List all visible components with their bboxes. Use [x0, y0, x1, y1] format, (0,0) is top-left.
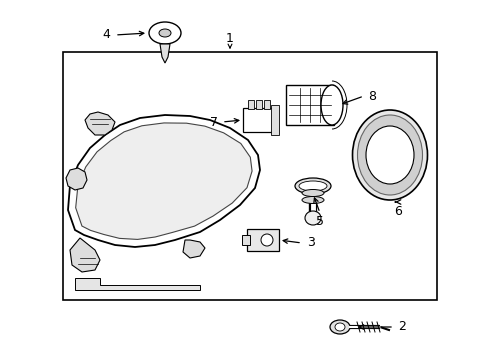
Text: 7: 7: [209, 116, 218, 129]
Polygon shape: [160, 44, 170, 63]
Ellipse shape: [302, 189, 324, 197]
Polygon shape: [85, 112, 115, 135]
Bar: [247, 100, 253, 109]
Text: 2: 2: [397, 320, 405, 333]
Bar: [246, 229, 279, 251]
Bar: [285, 85, 333, 125]
Polygon shape: [70, 238, 100, 272]
Ellipse shape: [352, 110, 427, 200]
Polygon shape: [75, 278, 200, 290]
Ellipse shape: [320, 85, 342, 125]
Ellipse shape: [149, 22, 181, 44]
Ellipse shape: [365, 126, 413, 184]
Text: 8: 8: [367, 90, 375, 103]
Polygon shape: [183, 240, 204, 258]
Text: 4: 4: [102, 28, 110, 41]
Bar: [270, 105, 279, 135]
Text: 1: 1: [225, 31, 233, 45]
Bar: [243, 108, 272, 132]
Ellipse shape: [298, 181, 326, 191]
Ellipse shape: [334, 323, 345, 331]
Bar: [242, 235, 249, 245]
Polygon shape: [66, 168, 87, 190]
Ellipse shape: [261, 234, 272, 246]
Ellipse shape: [305, 211, 320, 225]
Text: 3: 3: [306, 237, 314, 249]
Bar: [256, 100, 262, 109]
Text: 6: 6: [393, 205, 401, 218]
Bar: [63, 52, 436, 300]
Ellipse shape: [302, 197, 324, 203]
Polygon shape: [68, 115, 260, 247]
Ellipse shape: [329, 320, 349, 334]
Ellipse shape: [294, 178, 330, 194]
Bar: [264, 100, 269, 109]
Text: 5: 5: [315, 215, 324, 228]
Ellipse shape: [159, 29, 171, 37]
Polygon shape: [76, 123, 251, 239]
Ellipse shape: [357, 115, 422, 195]
